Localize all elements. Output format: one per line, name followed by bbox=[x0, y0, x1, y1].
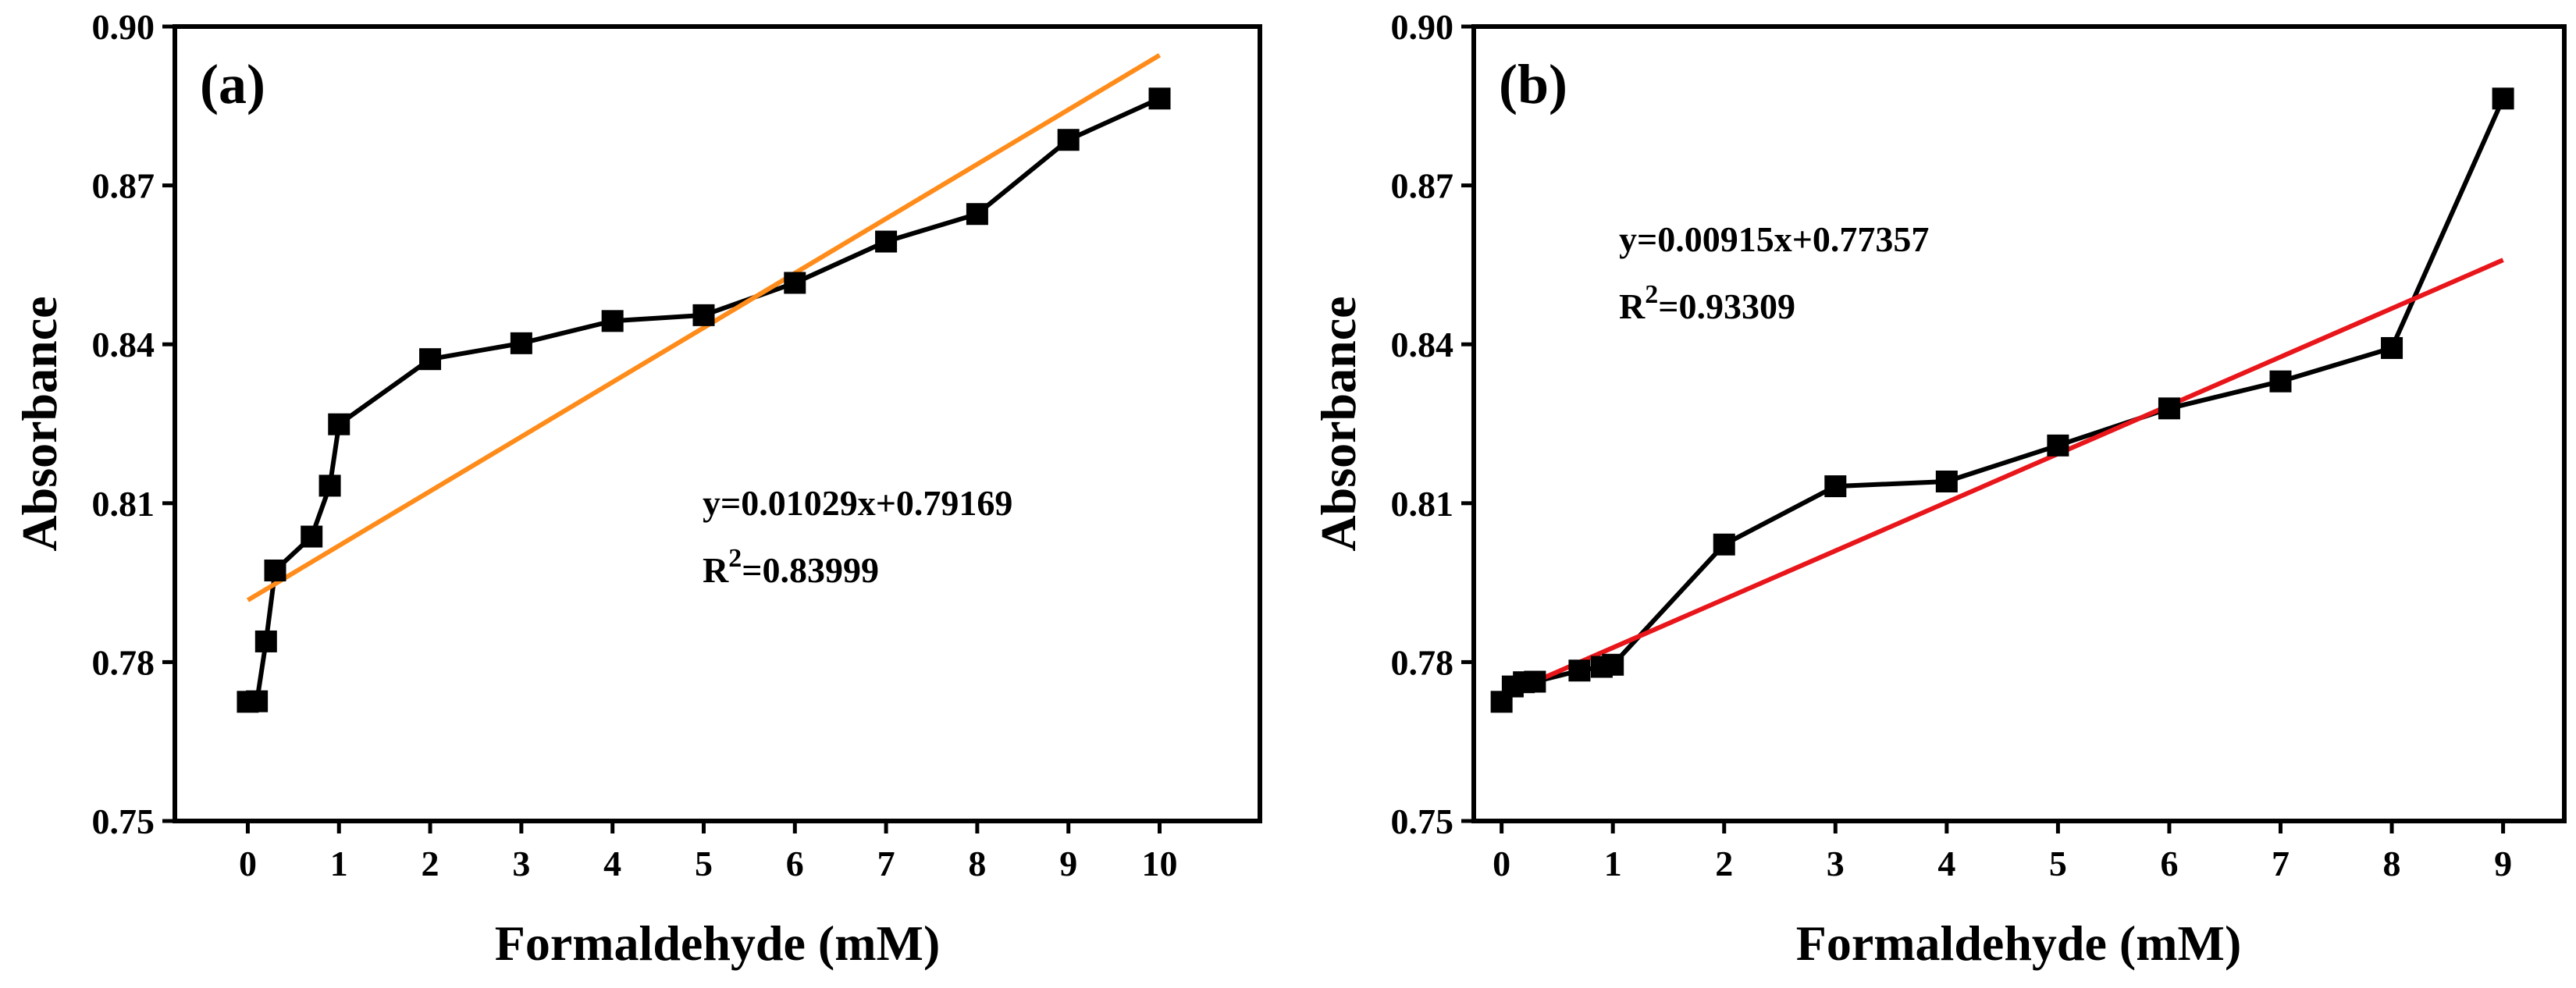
y-tick-label: 0.90 bbox=[92, 7, 155, 47]
x-tick-label: 0 bbox=[239, 844, 257, 883]
data-point bbox=[1935, 470, 1958, 492]
x-tick-label: 6 bbox=[2160, 844, 2178, 883]
x-tick-label: 2 bbox=[422, 844, 439, 883]
data-point bbox=[1602, 653, 1624, 676]
panel-label: (a) bbox=[200, 53, 265, 116]
data-point bbox=[2492, 87, 2514, 110]
panel-a: 0 1 2 3 4 5 6 7 8 9 10 0.75 0.78 0.81 0.84 0.87 0.90 (a… bbox=[12, 7, 1262, 971]
y-tick-label: 0.75 bbox=[92, 801, 155, 841]
x-tick-label: 9 bbox=[2494, 844, 2512, 883]
x-tick-label: 8 bbox=[2383, 844, 2401, 883]
data-point bbox=[246, 690, 269, 713]
x-tick-label: 10 bbox=[1142, 844, 1178, 883]
data-point bbox=[875, 230, 898, 253]
y-tick-label: 0.75 bbox=[1391, 801, 1454, 841]
y-tick-label: 0.81 bbox=[1391, 484, 1454, 524]
data-point bbox=[301, 525, 323, 548]
r-squared: R2=0.83999 bbox=[703, 544, 879, 590]
data-marks bbox=[237, 53, 1171, 713]
fit-line bbox=[246, 53, 1162, 602]
x-tick-label: 4 bbox=[1937, 844, 1955, 883]
x-tick-label: 1 bbox=[1604, 844, 1622, 883]
x-tick-label: 7 bbox=[2272, 844, 2290, 883]
data-point bbox=[601, 310, 624, 332]
x-axis-title: Formaldehyde (mM) bbox=[495, 915, 941, 971]
y-tick-label: 0.90 bbox=[1391, 7, 1454, 47]
fit-equation: y=0.00915x+0.77357 bbox=[1619, 219, 1929, 259]
r-squared-prefix: R bbox=[1619, 286, 1646, 326]
y-axis-ticks: 0.75 0.78 0.81 0.84 0.87 0.90 bbox=[92, 7, 175, 841]
x-tick-label: 9 bbox=[1059, 844, 1077, 883]
panel-label: (b) bbox=[1499, 53, 1567, 116]
x-tick-label: 0 bbox=[1493, 844, 1510, 883]
y-tick-label: 0.78 bbox=[1391, 642, 1454, 682]
y-axis-title: Absorbance bbox=[1311, 296, 1366, 551]
data-point bbox=[784, 272, 806, 294]
data-point bbox=[2269, 370, 2292, 393]
data-point bbox=[1057, 129, 1080, 151]
x-axis-ticks: 0 1 2 3 4 5 6 7 8 9 bbox=[1493, 821, 2512, 883]
r-squared-value: =0.93309 bbox=[1658, 286, 1795, 326]
series-line bbox=[1500, 98, 2506, 704]
x-axis-title: Formaldehyde (mM) bbox=[1796, 915, 2242, 971]
data-point bbox=[318, 474, 341, 497]
data-point bbox=[1713, 533, 1735, 556]
x-tick-label: 1 bbox=[330, 844, 348, 883]
data-point bbox=[254, 630, 277, 652]
y-axis-ticks: 0.75 0.78 0.81 0.84 0.87 0.90 bbox=[1391, 7, 1474, 841]
data-point bbox=[1524, 670, 1546, 693]
data-point bbox=[419, 348, 442, 371]
data-point bbox=[966, 203, 988, 226]
y-axis-title: Absorbance bbox=[12, 296, 67, 551]
x-tick-label: 8 bbox=[968, 844, 986, 883]
data-point bbox=[1148, 87, 1171, 110]
series-line bbox=[247, 96, 1161, 705]
r-squared: R2=0.93309 bbox=[1619, 280, 1795, 326]
y-tick-label: 0.87 bbox=[92, 166, 155, 206]
r-squared-prefix: R bbox=[703, 550, 729, 590]
fit-equation: y=0.01029x+0.79169 bbox=[703, 483, 1012, 523]
data-point bbox=[1568, 659, 1591, 682]
data-marks bbox=[1490, 87, 2514, 713]
x-tick-label: 3 bbox=[512, 844, 530, 883]
data-point bbox=[692, 304, 715, 326]
x-tick-label: 5 bbox=[2049, 844, 2067, 883]
x-axis-ticks: 0 1 2 3 4 5 6 7 8 9 10 bbox=[239, 821, 1178, 883]
data-point bbox=[510, 332, 532, 354]
x-tick-label: 6 bbox=[786, 844, 804, 883]
y-tick-label: 0.87 bbox=[1391, 166, 1454, 206]
data-point bbox=[2047, 434, 2069, 457]
x-tick-label: 2 bbox=[1715, 844, 1733, 883]
fit-line bbox=[1500, 258, 2504, 698]
y-tick-label: 0.81 bbox=[92, 484, 155, 524]
y-tick-label: 0.84 bbox=[1391, 325, 1454, 364]
r-squared-superscript: 2 bbox=[728, 544, 742, 573]
x-tick-label: 7 bbox=[877, 844, 895, 883]
plot-frame bbox=[1471, 24, 2567, 823]
data-point bbox=[328, 413, 350, 435]
r-squared-superscript: 2 bbox=[1645, 280, 1658, 309]
x-tick-label: 4 bbox=[603, 844, 621, 883]
data-point bbox=[264, 559, 286, 581]
y-tick-label: 0.78 bbox=[92, 642, 155, 682]
y-tick-label: 0.84 bbox=[92, 325, 155, 364]
r-squared-value: =0.83999 bbox=[742, 550, 879, 590]
data-point bbox=[2158, 397, 2180, 420]
plot-frame bbox=[173, 24, 1262, 823]
x-tick-label: 3 bbox=[1827, 844, 1845, 883]
x-tick-label: 5 bbox=[695, 844, 713, 883]
data-point bbox=[1824, 475, 1847, 498]
data-point bbox=[2381, 336, 2403, 359]
